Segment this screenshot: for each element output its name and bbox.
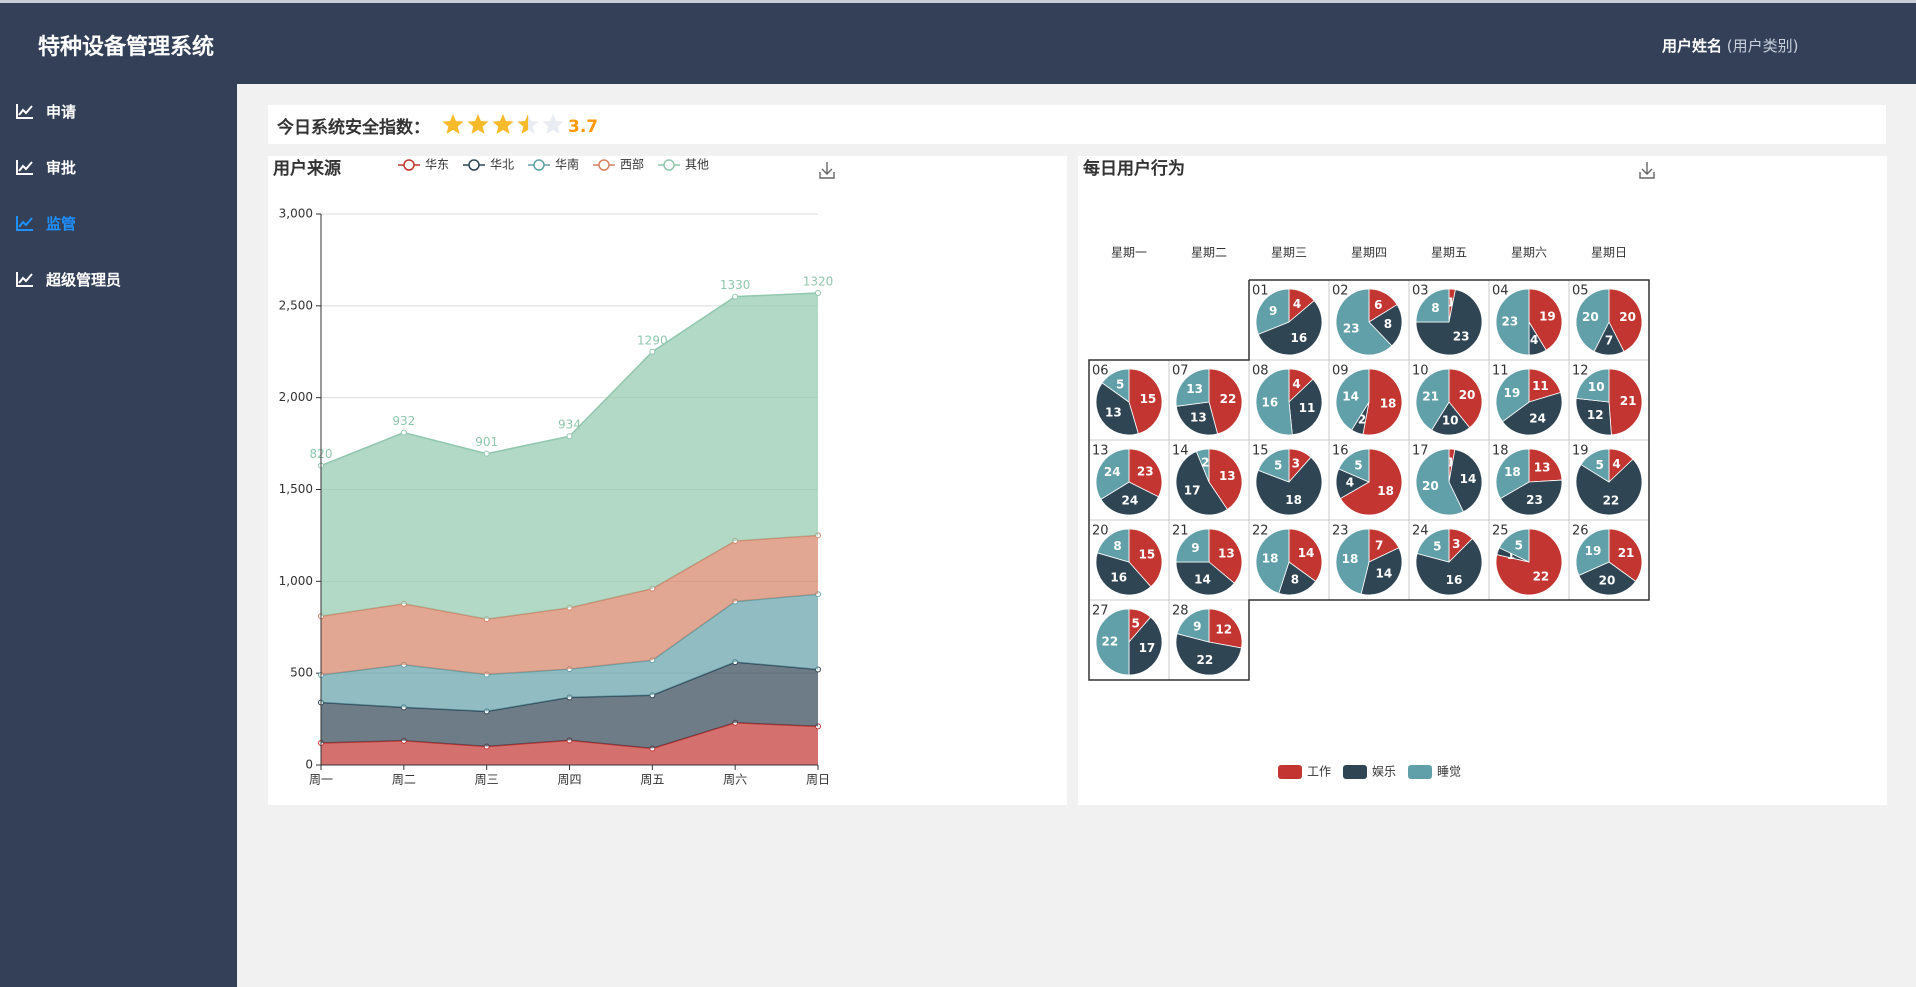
menu-icon [16,216,33,231]
menu-item[interactable]: 审批 [16,155,76,179]
chart-panel [268,156,1067,805]
menu-label: 监管 [46,214,77,233]
chart-panel [1078,156,1887,805]
menu-label: 审批 [46,158,77,177]
menu-icon [16,272,33,287]
safety-label: 今日系统安全指数： [277,118,430,138]
app-title: 特种设备管理系统 [38,35,215,60]
user-name: 用户姓名 [1662,37,1723,55]
menu-label: 超级管理员 [46,270,122,289]
sidebar: 申请审批监管超级管理员 [0,84,237,987]
user-info[interactable]: 用户姓名 (用户类别) [1662,35,1799,56]
menu-item[interactable]: 监管 [16,211,76,235]
menu-icon [16,160,33,175]
menu-icon [16,104,33,119]
safety-panel [268,105,1886,144]
menu-label: 申请 [46,102,77,121]
header: 特种设备管理系统 用户姓名 (用户类别) [0,0,1916,84]
menu-item[interactable]: 申请 [16,99,76,123]
user-type: (用户类别) [1726,37,1799,55]
menu-item[interactable]: 超级管理员 [16,267,121,291]
